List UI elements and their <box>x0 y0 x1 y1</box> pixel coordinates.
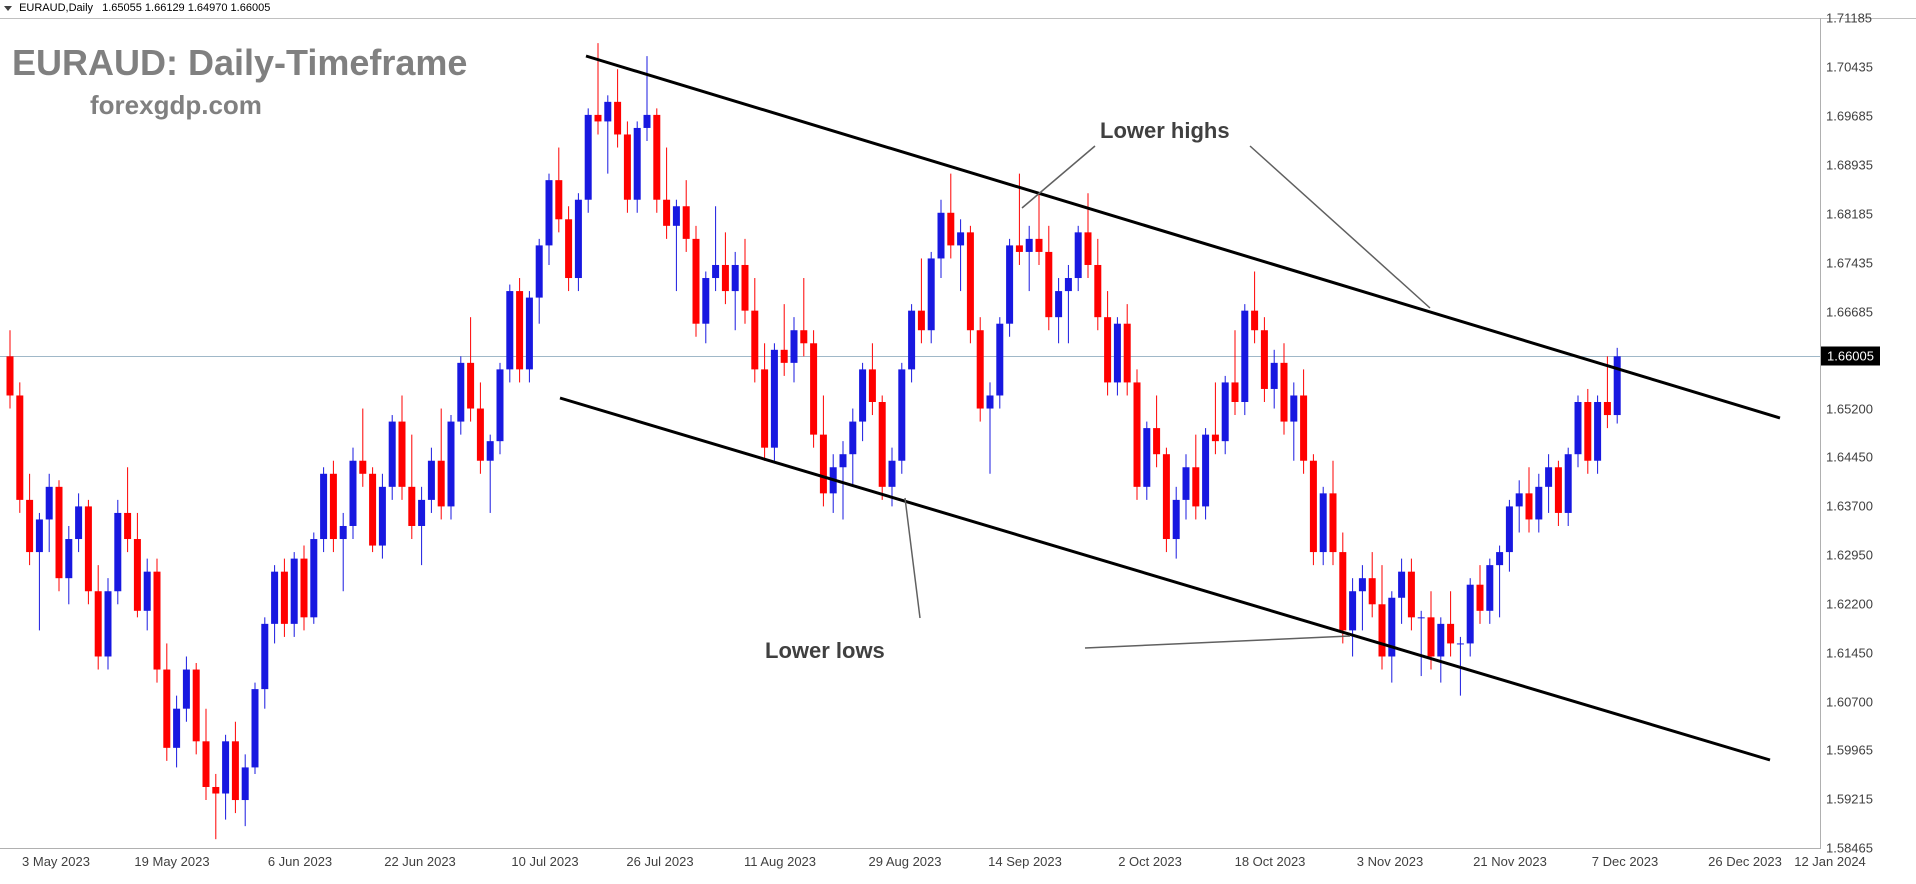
y-tick-label: 1.68935 <box>1826 157 1873 172</box>
x-tick-label: 7 Dec 2023 <box>1592 854 1659 869</box>
x-tick-label: 26 Dec 2023 <box>1708 854 1782 869</box>
y-tick-label: 1.62200 <box>1826 597 1873 612</box>
x-tick-label: 22 Jun 2023 <box>384 854 456 869</box>
x-tick-label: 11 Aug 2023 <box>744 854 816 869</box>
x-tick-label: 18 Oct 2023 <box>1235 854 1306 869</box>
x-tick-label: 2 Oct 2023 <box>1118 854 1182 869</box>
chart-subtitle: forexgdp.com <box>90 90 262 121</box>
x-tick-label: 21 Nov 2023 <box>1473 854 1547 869</box>
candlestick-svg <box>0 18 1820 848</box>
y-tick-label: 1.62950 <box>1826 548 1873 563</box>
annotation-label: Lower lows <box>765 638 885 664</box>
annotation-line <box>905 498 920 618</box>
ohlc-label: 1.65055 1.66129 1.64970 1.66005 <box>102 2 270 14</box>
y-tick-label: 1.70435 <box>1826 59 1873 74</box>
x-tick-label: 12 Jan 2024 <box>1794 854 1866 869</box>
chart-title: EURAUD: Daily-Timeframe <box>12 42 467 84</box>
current-price-flag: 1.66005 <box>1821 347 1880 366</box>
y-tick-label: 1.67435 <box>1826 255 1873 270</box>
y-axis: 1.711851.704351.696851.689351.681851.674… <box>1820 18 1916 848</box>
annotation-label: Lower highs <box>1100 118 1230 144</box>
y-tick-label: 1.63700 <box>1826 499 1873 514</box>
plot-area[interactable]: EURAUD: Daily-Timeframe forexgdp.com Low… <box>0 18 1821 849</box>
dropdown-arrow-icon[interactable] <box>4 6 12 11</box>
x-tick-label: 3 Nov 2023 <box>1357 854 1424 869</box>
x-tick-label: 10 Jul 2023 <box>511 854 578 869</box>
chart-container: EURAUD,Daily 1.65055 1.66129 1.64970 1.6… <box>0 0 1916 884</box>
y-tick-label: 1.68185 <box>1826 206 1873 221</box>
y-tick-label: 1.64450 <box>1826 450 1873 465</box>
x-tick-label: 26 Jul 2023 <box>626 854 693 869</box>
y-tick-label: 1.66685 <box>1826 304 1873 319</box>
y-tick-label: 1.59215 <box>1826 792 1873 807</box>
x-tick-label: 19 May 2023 <box>134 854 209 869</box>
x-tick-label: 6 Jun 2023 <box>268 854 332 869</box>
x-tick-label: 29 Aug 2023 <box>868 854 941 869</box>
y-tick-label: 1.59965 <box>1826 743 1873 758</box>
x-axis: 3 May 2023 19 May 2023 6 Jun 2023 22 Jun 20… <box>0 848 1820 884</box>
annotation-line <box>1085 636 1350 648</box>
x-tick-label: 14 Sep 2023 <box>988 854 1062 869</box>
y-tick-label: 1.71185 <box>1826 11 1872 26</box>
y-tick-label: 1.61450 <box>1826 646 1873 661</box>
y-tick-label: 1.69685 <box>1826 108 1873 123</box>
chart-header-bar: EURAUD,Daily 1.65055 1.66129 1.64970 1.6… <box>0 0 1916 19</box>
x-tick-label: 3 May 2023 <box>22 854 90 869</box>
symbol-timeframe-label: EURAUD,Daily <box>19 2 93 14</box>
y-tick-label: 1.60700 <box>1826 695 1873 710</box>
y-tick-label: 1.65200 <box>1826 401 1873 416</box>
